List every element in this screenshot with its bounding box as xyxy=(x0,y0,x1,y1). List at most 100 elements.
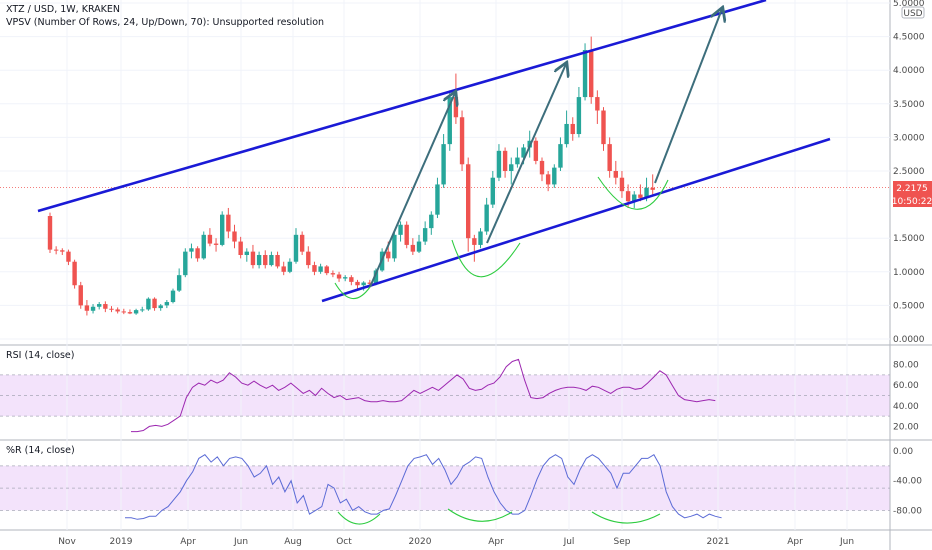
candle-body xyxy=(207,234,213,244)
candle-body xyxy=(521,147,526,158)
candle-body xyxy=(386,251,391,259)
candle-body xyxy=(490,177,495,205)
currency-badge-box[interactable] xyxy=(901,6,925,19)
willr-label: %R (14, close) xyxy=(6,445,75,456)
price-tick-label: 5.0000 xyxy=(893,0,925,9)
candle-body xyxy=(453,97,459,118)
candle-body xyxy=(509,164,514,171)
candle-body xyxy=(336,274,342,279)
price-tick-label: 1.5000 xyxy=(893,234,925,244)
candle-body xyxy=(183,251,188,276)
candle-body xyxy=(306,251,311,266)
willr-bottom-curve xyxy=(591,511,661,524)
candle-body xyxy=(361,282,366,286)
rsi-tick-label: 60.00 xyxy=(893,381,919,391)
time-tick-label: Sep xyxy=(614,537,631,547)
candle-body xyxy=(275,255,280,267)
candle-body xyxy=(287,261,293,272)
candle-body xyxy=(121,311,126,313)
candle-body xyxy=(53,249,59,251)
price-tick-label: 4.0000 xyxy=(893,66,925,76)
axes: 5.0000 4.5000 4.0000 3.5000 3.0000 2.5000 1.50… xyxy=(58,0,925,547)
time-tick-label: Jun xyxy=(839,537,854,547)
price-tick-label: 3.0000 xyxy=(893,133,925,143)
bottom-curve xyxy=(451,239,521,278)
candle-body xyxy=(650,187,655,190)
price-tick-label: 1.0000 xyxy=(893,268,925,278)
time-tick-label: Apr xyxy=(180,537,196,547)
candle-body xyxy=(312,265,317,272)
candle-body xyxy=(263,255,268,266)
candle-body xyxy=(213,243,219,245)
candle-body xyxy=(97,304,102,307)
rsi-tick-label: 40.00 xyxy=(893,402,919,412)
candle-body xyxy=(441,144,446,185)
price-tick-label: 4.5000 xyxy=(893,33,925,43)
candle-body xyxy=(410,244,416,252)
candle-body xyxy=(103,304,108,309)
time-tick-label: Jun xyxy=(233,537,248,547)
rsi-tick-label: 80.00 xyxy=(893,361,919,371)
candle-body xyxy=(619,177,625,192)
candle-body xyxy=(146,298,151,310)
candle-body xyxy=(293,234,299,262)
candle-body xyxy=(589,50,594,98)
candle-body xyxy=(422,228,428,242)
projection-arrow xyxy=(486,64,566,244)
candle-body xyxy=(72,261,77,286)
candle-body xyxy=(47,216,53,250)
candle-body xyxy=(78,285,83,306)
candle-body xyxy=(398,224,403,235)
candle-body xyxy=(484,204,489,232)
candle-body xyxy=(435,184,440,215)
candle-body xyxy=(570,123,575,135)
candle-body xyxy=(133,310,139,314)
projection-arrow xyxy=(654,9,722,184)
candle-body xyxy=(564,123,569,145)
candle-body xyxy=(244,251,249,255)
price-tick-label: 3.5000 xyxy=(893,100,925,110)
candle-body xyxy=(232,231,237,242)
candle-body xyxy=(582,50,588,98)
currency-badge[interactable]: USD xyxy=(903,9,922,19)
last-price-tag xyxy=(893,181,932,194)
candle-body xyxy=(367,282,372,284)
countdown-tag xyxy=(893,194,932,207)
candle-body xyxy=(127,312,133,314)
candle-body xyxy=(201,234,206,259)
rsi-label: RSI (14, close) xyxy=(6,350,74,361)
candle-body xyxy=(250,251,256,266)
candle-body xyxy=(373,270,379,284)
candle-body xyxy=(638,194,643,198)
time-tick-label: Oct xyxy=(336,537,352,547)
candle-body xyxy=(595,97,600,111)
willr-line xyxy=(125,454,722,520)
candle-body xyxy=(140,309,145,311)
candle-body xyxy=(502,150,508,171)
projection-arrow xyxy=(369,93,455,288)
candle-body xyxy=(545,174,551,185)
candle-body xyxy=(115,309,120,312)
candle-body xyxy=(355,281,360,286)
drawings[interactable] xyxy=(37,0,831,525)
candle-body xyxy=(324,266,329,274)
candle-body xyxy=(84,305,90,311)
candle-body xyxy=(318,266,323,272)
candle-body xyxy=(392,234,397,259)
rsi-line xyxy=(131,358,716,433)
candle-body xyxy=(447,97,452,145)
willr-tick-label: 0.00 xyxy=(893,447,913,457)
candle-body xyxy=(472,238,477,245)
candle-body xyxy=(109,308,114,310)
candle-body xyxy=(644,187,649,198)
candle-body xyxy=(459,117,465,165)
candles xyxy=(47,36,655,316)
candle-body xyxy=(515,157,520,165)
candle-body xyxy=(533,140,539,161)
candle-body xyxy=(189,248,194,252)
bottom-curve xyxy=(597,176,669,210)
candle-body xyxy=(552,167,557,185)
candle-body xyxy=(176,275,182,291)
candle-body xyxy=(496,150,502,178)
